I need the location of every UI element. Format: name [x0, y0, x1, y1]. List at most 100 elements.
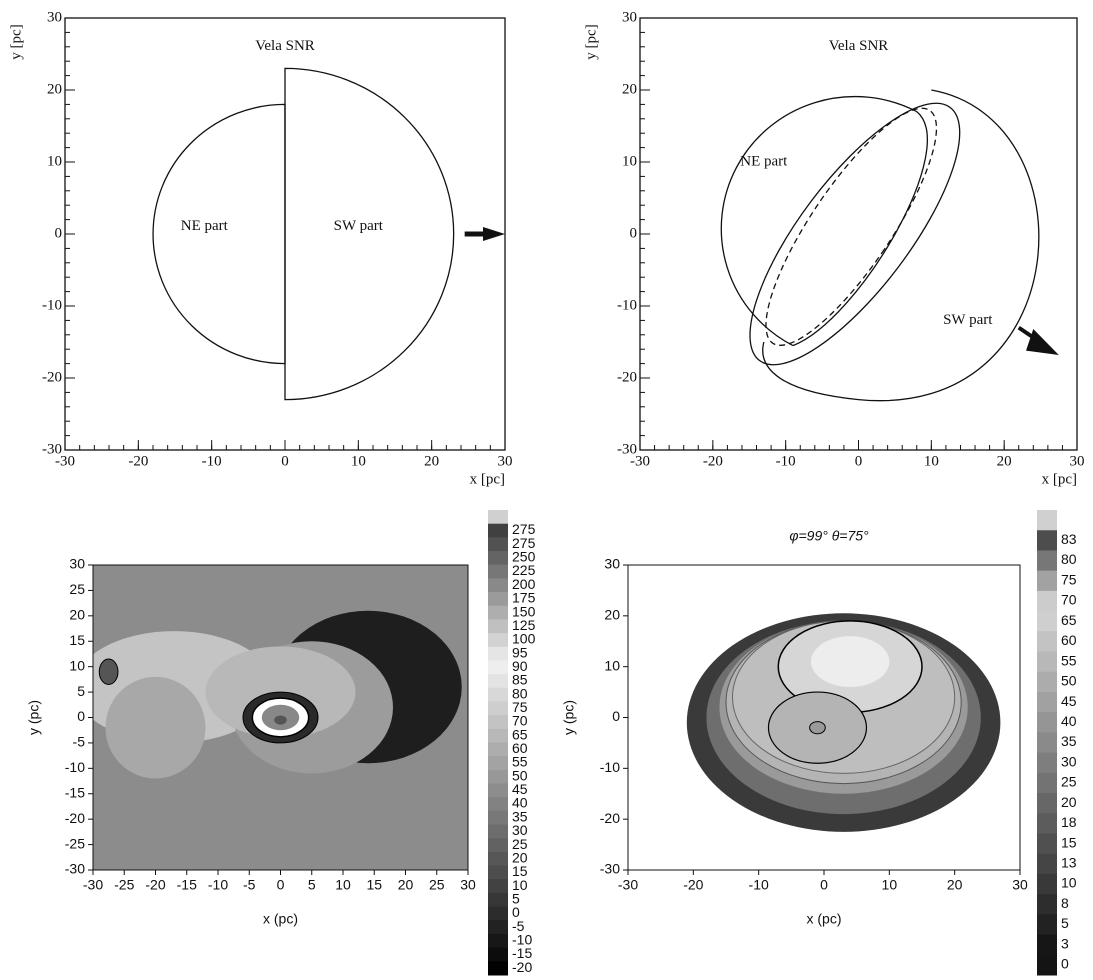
x-tick-label: 10 [882, 877, 898, 893]
ne-half [152, 103, 286, 365]
plot-area [628, 565, 1020, 870]
y-tick-label: 30 [604, 556, 620, 572]
x-tick-label: 10 [351, 453, 366, 469]
y-axis-label: y [pc] [583, 24, 599, 59]
x-tick-label: -10 [749, 877, 769, 893]
shape [98, 658, 119, 685]
x-tick-label: 10 [924, 453, 939, 469]
colorbar-label: 18 [1061, 814, 1077, 830]
x-tick-label: -20 [145, 877, 165, 893]
colorbar-segment [488, 633, 508, 648]
y-axis-label: y (pc) [561, 700, 577, 735]
y-tick-label: 20 [69, 607, 85, 623]
x-tick-label: 20 [947, 877, 963, 893]
colorbar-segment [488, 605, 508, 620]
colorbar-label: -5 [512, 918, 525, 934]
colorbar-segment [1037, 671, 1057, 693]
y-tick-label: -20 [617, 369, 637, 385]
y-tick-label: 0 [630, 225, 638, 241]
colorbar-label: 250 [512, 549, 536, 565]
colorbar-label: 95 [512, 644, 528, 660]
colorbar-label: 13 [1061, 855, 1077, 871]
colorbar-label: 100 [512, 631, 536, 647]
x-tick-label: 20 [398, 877, 414, 893]
colorbar-label: 60 [1061, 632, 1077, 648]
colorbar-segment [1037, 651, 1057, 673]
colorbar-segment [488, 523, 508, 538]
colorbar-segment [1037, 752, 1057, 774]
colorbar-label: 150 [512, 603, 536, 619]
colorbar-label: 8 [1061, 895, 1069, 911]
colorbar-label: 0 [1061, 956, 1069, 972]
colorbar-segment [1037, 631, 1057, 653]
colorbar-label: -20 [512, 959, 532, 975]
colorbar-segment [488, 906, 508, 921]
y-tick-label: -30 [42, 441, 62, 457]
colorbar-segment [488, 578, 508, 593]
x-axis-label: x [pc] [1042, 471, 1077, 487]
colorbar-label: 20 [512, 849, 528, 865]
colorbar-segment [488, 537, 508, 552]
plot-area [720, 89, 1059, 402]
y-tick-label: 0 [77, 708, 85, 724]
colorbar-label: 40 [512, 795, 528, 811]
colorbar-segment [1037, 570, 1057, 592]
colorbar-segment [1037, 894, 1057, 915]
colorbar-label: -15 [512, 945, 532, 961]
colorbar-segment [1037, 772, 1057, 794]
x-tick-label: 15 [366, 877, 382, 893]
colorbar-segment [488, 810, 508, 826]
colorbar-label: 225 [512, 562, 536, 578]
sw-outline [762, 89, 1040, 402]
colorbar-segment [488, 660, 508, 675]
x-tick-label: 30 [498, 453, 513, 469]
y-tick-label: -30 [617, 441, 637, 457]
colorbar-label: 10 [1061, 875, 1077, 891]
x-tick-label: 5 [308, 877, 316, 893]
colorbar-label: 15 [1061, 834, 1077, 850]
plot-frame [639, 17, 1078, 451]
y-tick-label: -5 [73, 734, 86, 750]
colorbar-label: 35 [1061, 733, 1077, 749]
colorbar-label: 175 [512, 590, 536, 606]
colorbar-label: 70 [512, 713, 528, 729]
colorbar-label: -10 [512, 932, 532, 948]
colorbar-label: 30 [512, 822, 528, 838]
colorbar-label: 50 [512, 767, 528, 783]
y-tick-label: -10 [65, 759, 85, 775]
annotation: SW part [334, 218, 384, 234]
x-axis-label: x [pc] [470, 471, 505, 487]
y-tick-label: 10 [47, 153, 62, 169]
y-tick-label: 30 [47, 9, 62, 25]
colorbar-segment [488, 715, 508, 730]
shape [810, 636, 890, 687]
shape [105, 676, 206, 779]
colorbar-label: 20 [1061, 794, 1077, 810]
colorbar-label: 3 [1061, 935, 1069, 951]
x-tick-label: 25 [429, 877, 445, 893]
colorbar-segment [1037, 813, 1057, 834]
y-tick-label: 0 [55, 225, 63, 241]
y-tick-label: 10 [604, 657, 620, 673]
colorbar-segment [488, 838, 508, 853]
y-tick-label: 20 [622, 81, 637, 97]
y-tick-label: 20 [47, 81, 62, 97]
colorbar-label: 75 [512, 699, 528, 715]
panel: -30 -20 -10 0 10 20 30 -30 -20 -10 0 10 20 30 x [pc] y … [583, 9, 1084, 487]
colorbar-label: 83 [1061, 531, 1077, 547]
x-tick-label: -20 [128, 453, 148, 469]
y-tick-label: 25 [69, 581, 85, 597]
colorbar-label: 25 [1061, 774, 1077, 790]
colorbar-label: 0 [512, 904, 520, 920]
arrow-head [1026, 329, 1059, 355]
colorbar-label: 75 [1061, 571, 1077, 587]
x-tick-label: -30 [83, 877, 103, 893]
y-tick-label: -30 [600, 861, 620, 877]
x-tick-label: -30 [630, 453, 650, 469]
y-axis-label: y (pc) [26, 700, 42, 735]
arrow-head [483, 227, 505, 241]
colorbar-segment [488, 920, 508, 935]
colorbar-segment [488, 742, 508, 757]
